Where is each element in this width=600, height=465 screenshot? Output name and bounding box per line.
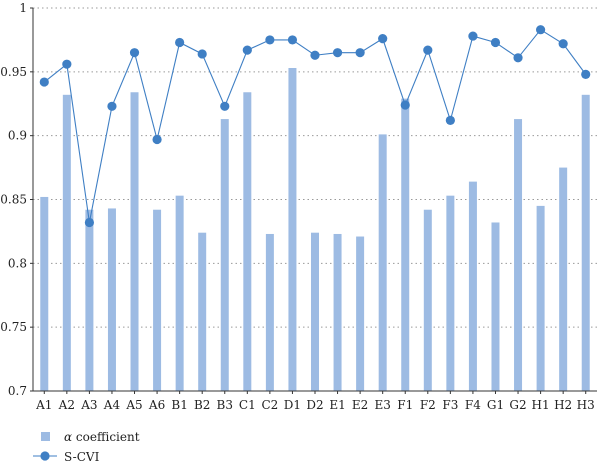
y-tick-label: 0.8 bbox=[8, 256, 27, 270]
bar-series bbox=[40, 68, 590, 392]
x-tick-label: C1 bbox=[239, 398, 256, 412]
x-tick-labels: A1 A2 A3 A4 A5 A6 B1 B2 B3 C1 C2 D1 D2 E1 E2 E3 F1 F2 F3 F4… bbox=[35, 398, 595, 412]
bar bbox=[333, 233, 342, 391]
x-tick-label: G1 bbox=[487, 398, 504, 412]
line-point bbox=[490, 37, 501, 48]
x-tick-label: A4 bbox=[103, 398, 121, 412]
line-point bbox=[558, 39, 568, 49]
line-point bbox=[513, 53, 523, 63]
x-tick-label: D2 bbox=[306, 398, 323, 412]
line-point bbox=[39, 77, 49, 87]
bar bbox=[243, 92, 252, 391]
x-tick-label: H2 bbox=[554, 398, 572, 412]
x-tick-label: B2 bbox=[194, 398, 210, 412]
line-point bbox=[62, 59, 72, 69]
axes bbox=[30, 7, 597, 394]
x-tick-label: F3 bbox=[442, 398, 458, 412]
bar bbox=[62, 94, 71, 392]
line-point bbox=[468, 31, 478, 41]
bar bbox=[423, 209, 432, 391]
legend-line-marker bbox=[40, 451, 50, 461]
x-tick-label: G2 bbox=[509, 398, 526, 412]
line-point bbox=[152, 134, 162, 145]
line-point bbox=[400, 100, 410, 110]
x-tick-label: A1 bbox=[35, 398, 52, 412]
legend-line-label: S-CVI bbox=[64, 450, 100, 464]
x-tick-label: A3 bbox=[80, 398, 97, 412]
y-tick-label: 0.9 bbox=[8, 129, 27, 143]
bar bbox=[288, 68, 297, 392]
line-point bbox=[355, 48, 365, 58]
x-tick-label: C2 bbox=[261, 398, 278, 412]
bar bbox=[401, 98, 410, 391]
bar bbox=[175, 195, 184, 391]
legend-bar-prefix: α bbox=[64, 430, 72, 444]
line-point bbox=[332, 48, 343, 58]
line-point bbox=[84, 217, 94, 228]
bar bbox=[559, 167, 568, 391]
x-tick-label: F1 bbox=[397, 398, 413, 412]
line-series bbox=[39, 25, 591, 228]
y-tick-label: 0.95 bbox=[0, 65, 27, 79]
bar bbox=[40, 196, 49, 391]
legend-bar-label: α coefficient bbox=[64, 430, 140, 444]
x-tick-label: H1 bbox=[532, 398, 550, 412]
bar bbox=[265, 233, 274, 391]
y-tick-label: 0.75 bbox=[0, 320, 27, 334]
line-point bbox=[265, 35, 275, 45]
line-point bbox=[197, 49, 207, 59]
line-point bbox=[423, 45, 433, 55]
line-point bbox=[129, 48, 140, 58]
legend-bar-suffix: coefficient bbox=[72, 430, 140, 444]
x-tick-label: F2 bbox=[420, 398, 436, 412]
bar bbox=[446, 195, 455, 391]
bar bbox=[220, 119, 229, 391]
x-tick-label: F4 bbox=[465, 398, 481, 412]
line-point bbox=[287, 35, 298, 45]
line-point bbox=[581, 69, 591, 79]
bar bbox=[581, 94, 590, 392]
y-tick-label: 0.85 bbox=[0, 193, 27, 207]
x-tick-label: A2 bbox=[58, 398, 75, 412]
line-point bbox=[536, 25, 546, 35]
x-tick-label: E1 bbox=[329, 398, 345, 412]
x-tick-label: H3 bbox=[577, 398, 595, 412]
x-tick-label: E3 bbox=[374, 398, 390, 412]
bar bbox=[107, 208, 116, 391]
bar bbox=[468, 181, 477, 391]
line-point bbox=[242, 45, 252, 55]
x-tick-label: B3 bbox=[217, 398, 233, 412]
bar bbox=[153, 209, 162, 391]
line-point bbox=[220, 101, 230, 111]
bar bbox=[85, 209, 94, 391]
bar bbox=[130, 92, 139, 391]
bar bbox=[491, 222, 500, 391]
y-tick-label: 0.7 bbox=[8, 384, 27, 398]
bar bbox=[514, 119, 523, 391]
x-tick-label: D1 bbox=[284, 398, 301, 412]
legend: α coefficient S-CVI bbox=[33, 430, 140, 464]
bar bbox=[356, 236, 365, 391]
line-point bbox=[445, 115, 455, 125]
legend-bar-swatch bbox=[41, 432, 50, 441]
x-tick-label: A6 bbox=[148, 398, 165, 412]
x-tick-label: B1 bbox=[171, 398, 187, 412]
bar bbox=[311, 232, 319, 391]
y-tick-label: 1 bbox=[19, 1, 27, 15]
line-point bbox=[310, 50, 320, 60]
x-tick-label: A5 bbox=[125, 398, 142, 412]
bar bbox=[378, 134, 387, 391]
bar bbox=[536, 205, 545, 391]
line-point bbox=[107, 101, 117, 111]
bar bbox=[198, 232, 207, 391]
y-tick-labels: 0.7 0.75 0.8 0.85 0.9 0.95 1 bbox=[0, 1, 27, 398]
line-point bbox=[175, 37, 185, 48]
x-tick-label: E2 bbox=[352, 398, 368, 412]
line-point bbox=[378, 34, 388, 44]
